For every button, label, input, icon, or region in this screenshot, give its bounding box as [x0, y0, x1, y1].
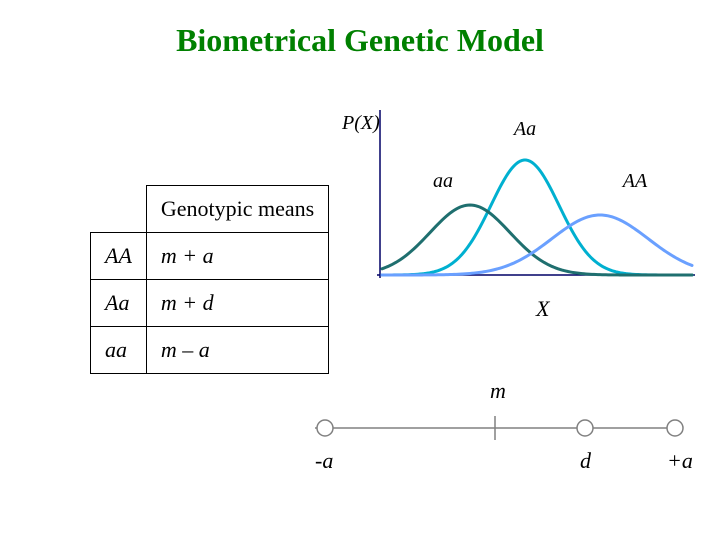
- curve-label-Aa: Aa: [514, 118, 536, 141]
- table-geno-cell: AA: [91, 233, 147, 280]
- table-mean-cell: m – a: [146, 327, 328, 374]
- nl-label-plus-a: +a: [667, 448, 693, 474]
- genotypic-means-table: Genotypic means AA m + a Aa m + d aa m –…: [90, 185, 329, 374]
- table-mean-cell: m + d: [146, 280, 328, 327]
- table-mean-cell: m + a: [146, 233, 328, 280]
- curve-label-aa: aa: [433, 170, 453, 193]
- table-geno-cell: aa: [91, 327, 147, 374]
- table-header: Genotypic means: [146, 186, 328, 233]
- table-geno-cell: Aa: [91, 280, 147, 327]
- number-line-svg: [295, 400, 695, 456]
- x-axis-label: X: [536, 296, 549, 322]
- nl-label-d: d: [580, 448, 591, 474]
- number-line: -a d +a: [295, 400, 695, 480]
- nl-label-minus-a: -a: [315, 448, 333, 474]
- curve-label-AA: AA: [623, 170, 647, 193]
- distribution-chart: Aa aa AA: [375, 110, 695, 285]
- page-title: Biometrical Genetic Model: [0, 0, 720, 59]
